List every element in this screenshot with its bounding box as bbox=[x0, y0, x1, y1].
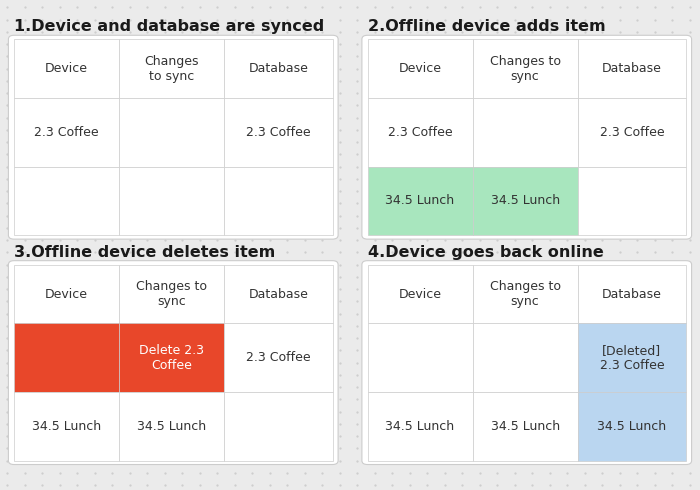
Text: 2.Offline device adds item: 2.Offline device adds item bbox=[368, 19, 605, 34]
Bar bbox=[473, 39, 578, 98]
Bar bbox=[14, 265, 119, 323]
FancyBboxPatch shape bbox=[362, 35, 692, 239]
Bar bbox=[368, 98, 472, 167]
Text: Database: Database bbox=[248, 288, 308, 300]
Bar bbox=[473, 98, 578, 167]
Text: 4.Device goes back online: 4.Device goes back online bbox=[368, 245, 603, 260]
Text: Delete 2.3
Coffee: Delete 2.3 Coffee bbox=[139, 343, 204, 372]
Bar bbox=[119, 392, 224, 461]
Bar bbox=[473, 323, 578, 392]
Text: Device: Device bbox=[398, 288, 442, 300]
Text: 2.3 Coffee: 2.3 Coffee bbox=[246, 126, 311, 139]
Text: 2.3 Coffee: 2.3 Coffee bbox=[599, 126, 664, 139]
Bar bbox=[224, 392, 332, 461]
Text: 34.5 Lunch: 34.5 Lunch bbox=[597, 420, 666, 433]
Bar bbox=[119, 323, 224, 392]
Bar bbox=[473, 392, 578, 461]
Bar bbox=[368, 323, 472, 392]
Bar bbox=[578, 392, 686, 461]
Bar bbox=[368, 39, 472, 98]
Text: Changes
to sync: Changes to sync bbox=[144, 54, 199, 83]
Bar bbox=[14, 323, 119, 392]
Text: 1.Device and database are synced: 1.Device and database are synced bbox=[14, 19, 324, 34]
Text: 34.5 Lunch: 34.5 Lunch bbox=[491, 195, 560, 207]
Bar bbox=[578, 167, 686, 235]
Bar bbox=[578, 98, 686, 167]
Text: [Deleted]
2.3 Coffee: [Deleted] 2.3 Coffee bbox=[599, 343, 664, 372]
Text: Changes to
sync: Changes to sync bbox=[490, 54, 561, 83]
Text: Device: Device bbox=[45, 288, 88, 300]
Text: 34.5 Lunch: 34.5 Lunch bbox=[386, 420, 454, 433]
Text: Database: Database bbox=[602, 288, 662, 300]
Bar bbox=[224, 39, 332, 98]
Bar bbox=[368, 167, 472, 235]
Text: 2.3 Coffee: 2.3 Coffee bbox=[388, 126, 452, 139]
Bar bbox=[368, 265, 472, 323]
Bar bbox=[14, 39, 119, 98]
Bar bbox=[119, 39, 224, 98]
Bar bbox=[119, 167, 224, 235]
Text: 34.5 Lunch: 34.5 Lunch bbox=[386, 195, 454, 207]
Bar bbox=[368, 392, 472, 461]
Text: 2.3 Coffee: 2.3 Coffee bbox=[34, 126, 99, 139]
Bar bbox=[473, 265, 578, 323]
Bar bbox=[224, 167, 332, 235]
FancyBboxPatch shape bbox=[8, 261, 338, 465]
Bar bbox=[14, 167, 119, 235]
Bar bbox=[473, 167, 578, 235]
Text: Device: Device bbox=[45, 62, 88, 75]
Text: 3.Offline device deletes item: 3.Offline device deletes item bbox=[14, 245, 275, 260]
Text: Changes to
sync: Changes to sync bbox=[490, 280, 561, 308]
FancyBboxPatch shape bbox=[8, 35, 338, 239]
Text: 34.5 Lunch: 34.5 Lunch bbox=[137, 420, 206, 433]
Bar bbox=[224, 98, 332, 167]
Text: 34.5 Lunch: 34.5 Lunch bbox=[491, 420, 560, 433]
Bar bbox=[578, 323, 686, 392]
Bar bbox=[224, 323, 332, 392]
Text: Database: Database bbox=[248, 62, 308, 75]
Text: Device: Device bbox=[398, 62, 442, 75]
Text: Changes to
sync: Changes to sync bbox=[136, 280, 207, 308]
Bar bbox=[578, 39, 686, 98]
Bar bbox=[14, 98, 119, 167]
Text: 34.5 Lunch: 34.5 Lunch bbox=[32, 420, 101, 433]
Text: Database: Database bbox=[602, 62, 662, 75]
Bar bbox=[119, 98, 224, 167]
Bar bbox=[224, 265, 332, 323]
Bar bbox=[14, 392, 119, 461]
FancyBboxPatch shape bbox=[362, 261, 692, 465]
Text: 2.3 Coffee: 2.3 Coffee bbox=[246, 351, 311, 364]
Bar bbox=[119, 265, 224, 323]
Bar bbox=[578, 265, 686, 323]
